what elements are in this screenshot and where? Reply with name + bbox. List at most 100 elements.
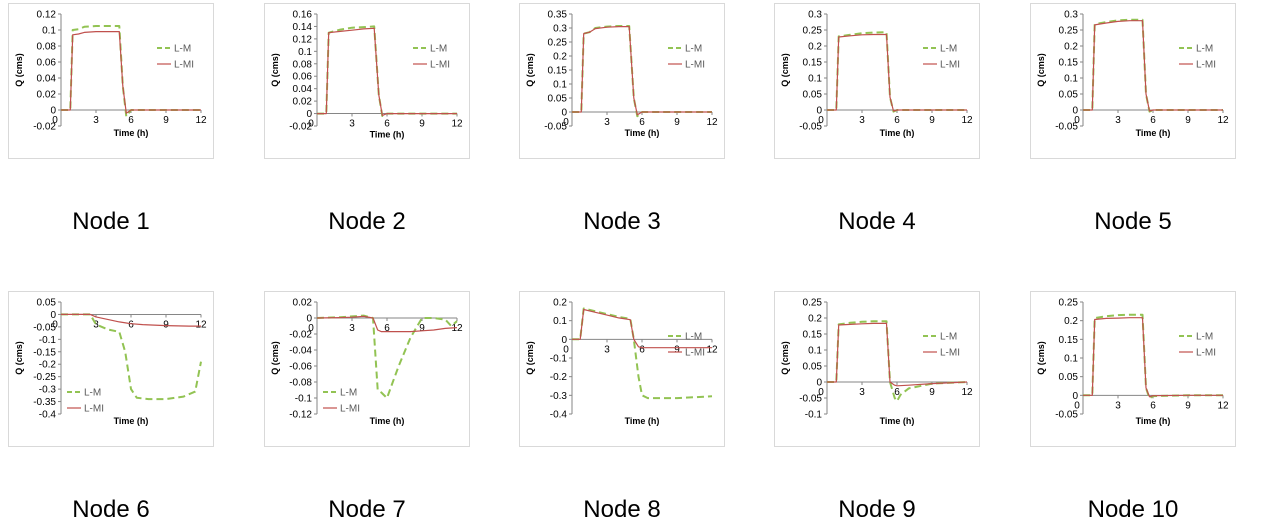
- x-tick-label: 6: [894, 387, 900, 398]
- chart-svg: -0.4-0.35-0.3-0.25-0.2-0.15-0.1-0.0500.0…: [14, 298, 207, 427]
- legend-label: L-M: [685, 44, 702, 55]
- x-tick-label: 9: [929, 115, 935, 126]
- x-axis-title: Time (h): [114, 128, 149, 138]
- y-tick-label: 0: [561, 108, 567, 119]
- x-axis-title: Time (h): [625, 416, 660, 426]
- x-tick-label: 6: [384, 323, 390, 334]
- chart-panel-node-5: -0.05 0 0.05 0.1 0.15 0.2 0.25 0.3 0 3 6 9 12 Time (h…: [1030, 3, 1236, 159]
- series-line-l-mi: [317, 27, 457, 117]
- series-line-l-m: [61, 313, 202, 401]
- y-tick-label: -0.4: [39, 410, 57, 421]
- x-tick-label: 12: [706, 117, 718, 128]
- legend-label: L-MI: [685, 348, 705, 359]
- x-tick-label: 6: [894, 115, 900, 126]
- y-axis-title: Q (cms): [270, 341, 280, 375]
- y-tick-label: 0.2: [808, 42, 822, 53]
- y-tick-label: 0: [816, 378, 822, 389]
- x-tick-label: 0: [563, 117, 569, 128]
- y-tick-label: 0: [561, 335, 567, 346]
- y-tick-label: -0.1: [295, 394, 313, 405]
- chart-panel-node-3: -0.05 0 0.05 0.1 0.15 0.2 0.25 0.3 0.35 0 3 6 9 12 Tim…: [519, 3, 725, 159]
- series-line-l-mi: [572, 26, 712, 116]
- y-tick-label: 0.02: [293, 298, 313, 309]
- chart-caption: Node 3: [583, 208, 661, 235]
- x-tick-label: 9: [419, 119, 425, 130]
- x-tick-label: 3: [859, 115, 865, 126]
- y-tick-label: -0.35: [33, 397, 56, 408]
- chart-panel-node-2: -0.02 0 0.02 0.04 0.06 0.08 0.1 0.12 0.14 0.16 0 3 6…: [264, 3, 470, 159]
- x-tick-label: 6: [128, 115, 134, 126]
- legend-label: L-MI: [340, 404, 360, 415]
- series-line-l-mi: [827, 322, 968, 387]
- y-tick-label: 0.05: [1059, 90, 1079, 101]
- y-tick-label: 0.25: [803, 26, 823, 37]
- y-tick-label: 0.04: [293, 84, 313, 95]
- chart-panel-node-6: -0.4 -0.35 -0.3 -0.25 -0.2 -0.15 -0.1 -0.05 0 0.0…: [8, 291, 214, 447]
- chart-panel-node-9: -0.1 -0.05 0 0.05 0.1 0.15 0.2 0.25 0 3 6 9 12 Time (…: [774, 291, 980, 447]
- y-tick-label: -0.4: [550, 410, 568, 421]
- y-tick-label: 0.2: [553, 52, 567, 63]
- y-axis-title: Q (cms): [1036, 341, 1046, 375]
- chart-caption: Node 1: [72, 208, 150, 235]
- y-tick-label: -0.2: [39, 360, 57, 371]
- y-tick-label: 0.15: [548, 66, 568, 77]
- x-tick-label: 6: [639, 344, 645, 355]
- chart-panel-node-8: -0.4 -0.3 -0.2 -0.1 0 0.1 0.2 0 3 6 9 12 Time (h) Q (…: [519, 291, 725, 447]
- x-tick-label: 9: [929, 387, 935, 398]
- series-line-l-m: [572, 307, 713, 400]
- y-tick-label: 0.02: [293, 97, 313, 108]
- y-tick-label: 0.15: [803, 58, 823, 69]
- y-tick-label: 0.2: [553, 298, 567, 309]
- y-tick-label: 0.2: [1064, 42, 1078, 53]
- x-tick-label: 0: [1074, 400, 1080, 411]
- y-tick-label: -0.3: [39, 385, 57, 396]
- y-tick-label: 0.3: [1064, 10, 1078, 21]
- x-axis-title: Time (h): [1136, 416, 1171, 426]
- x-tick-label: 0: [818, 387, 824, 398]
- y-tick-label: 0.2: [808, 314, 822, 325]
- legend-label: L-M: [430, 44, 447, 55]
- y-tick-label: 0.14: [293, 22, 313, 33]
- y-tick-label: 0: [1072, 106, 1078, 117]
- y-tick-label: -0.1: [550, 354, 568, 365]
- y-tick-label: -0.02: [289, 122, 312, 133]
- y-tick-label: 0.1: [298, 47, 312, 58]
- legend-label: L-M: [1196, 332, 1213, 343]
- x-tick-label: 3: [604, 117, 610, 128]
- y-tick-label: 0.2: [1064, 316, 1078, 327]
- y-tick-label: 0.06: [293, 72, 313, 83]
- x-tick-label: 3: [1115, 400, 1121, 411]
- y-tick-label: 0.1: [42, 26, 56, 37]
- chart-panel-node-7: -0.12 -0.1 -0.08 -0.06 -0.04 -0.02 0 0.02 0 3 6 9 12…: [264, 291, 470, 447]
- series-line-l-mi: [316, 315, 458, 333]
- y-tick-label: -0.25: [33, 372, 56, 383]
- x-tick-label: 12: [706, 344, 718, 355]
- chart-caption: Node 9: [838, 496, 916, 523]
- legend-label: L-M: [940, 332, 957, 343]
- x-tick-label: 6: [1150, 400, 1156, 411]
- x-tick-label: 6: [128, 319, 134, 330]
- legend-label: L-MI: [1196, 348, 1216, 359]
- x-tick-label: 9: [1185, 400, 1191, 411]
- y-tick-label: 0.05: [803, 362, 823, 373]
- x-tick-label: 9: [674, 344, 680, 355]
- chart-panel-node-4: -0.05 0 0.05 0.1 0.15 0.2 0.25 0.3 0 3 6 9 12 Time (h…: [774, 3, 980, 159]
- x-tick-label: 0: [308, 119, 314, 130]
- x-tick-label: 3: [349, 323, 355, 334]
- y-tick-label: 0.15: [1059, 58, 1079, 69]
- x-tick-label: 0: [563, 344, 569, 355]
- y-tick-label: -0.2: [550, 372, 568, 383]
- y-tick-label: -0.12: [289, 410, 312, 421]
- chart-caption: Node 7: [328, 496, 406, 523]
- y-tick-label: 0.04: [37, 74, 57, 85]
- x-tick-label: 12: [961, 115, 973, 126]
- series-line-l-m: [61, 25, 201, 118]
- y-tick-label: 0.25: [1059, 26, 1079, 37]
- y-tick-label: -0.05: [1055, 410, 1078, 421]
- y-tick-label: 0: [1072, 391, 1078, 402]
- y-tick-label: 0.15: [803, 330, 823, 341]
- legend-label: L-M: [174, 44, 191, 55]
